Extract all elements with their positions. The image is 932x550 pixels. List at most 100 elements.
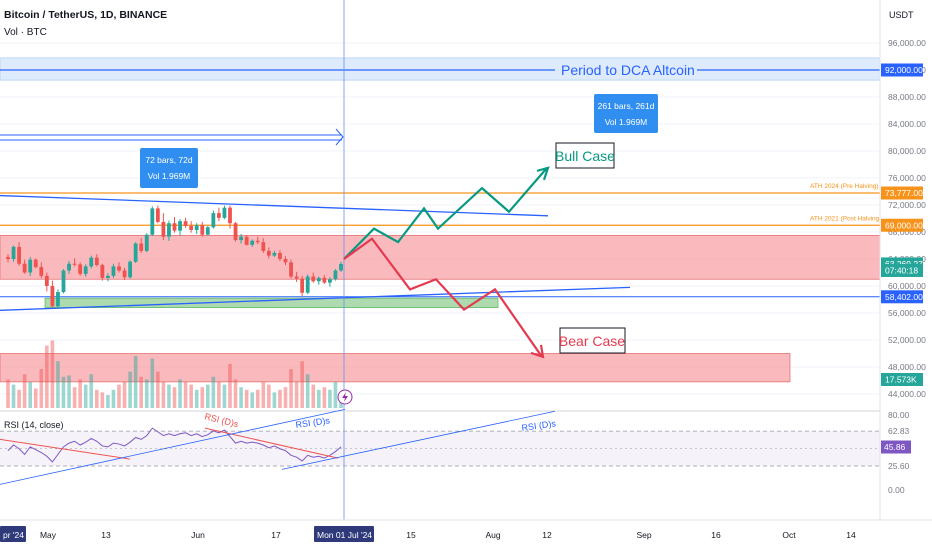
rsi-trend-label-2: RSI (D)s — [295, 415, 331, 430]
volume-bar — [139, 376, 143, 408]
price-tick: 56,000.00 — [888, 308, 926, 318]
price-label-bg — [881, 186, 923, 200]
volume-bar — [300, 361, 304, 408]
volume-layer — [6, 340, 343, 408]
volume-bar — [217, 382, 221, 408]
bear-arrow-head — [530, 344, 545, 359]
volume-bar — [233, 379, 238, 408]
rsi-line — [7, 427, 342, 463]
measure-vol-261: Vol 1.969M — [605, 117, 648, 127]
bull-case-path[interactable] — [343, 167, 548, 260]
time-tick: Mon 01 Jul '24 — [317, 530, 372, 540]
price-label-bg — [881, 218, 923, 232]
volume-bar — [111, 389, 116, 408]
candle-body — [194, 225, 199, 230]
zone-0[interactable] — [0, 57, 881, 81]
time-tick: 15 — [406, 530, 416, 540]
volume-bar — [56, 361, 60, 408]
volume-bar — [45, 345, 49, 408]
volume-bar — [28, 382, 32, 408]
time-tick: Jun — [191, 530, 205, 540]
candle-body — [239, 236, 243, 241]
bull-case-label: Bull Case — [555, 148, 615, 164]
volume-bar — [144, 379, 149, 408]
measure-box-261 — [594, 94, 658, 133]
volume-bar — [178, 379, 182, 408]
candle-body — [278, 252, 282, 259]
time-tick: 13 — [101, 530, 111, 540]
volume-bar — [78, 379, 82, 408]
candle-body — [100, 265, 105, 278]
volume-bar — [39, 369, 44, 408]
candle-body — [217, 213, 221, 218]
candle-body — [222, 207, 227, 218]
lightning-glyph — [342, 392, 348, 402]
bear-case-path[interactable] — [343, 237, 543, 358]
volume-bar — [317, 389, 321, 408]
candle-body — [22, 263, 27, 273]
rsi-up-trendline-2[interactable] — [281, 410, 556, 470]
rsi-down-trendline-1[interactable] — [0, 438, 131, 460]
price-label: 69,000.00 — [885, 220, 923, 230]
rsi-down-trendline-2[interactable] — [204, 427, 339, 459]
rsi-tick: 62.83 — [888, 426, 910, 436]
bear-case-box[interactable] — [559, 327, 626, 354]
volume-bar — [211, 376, 216, 408]
price-tick: 60,000.00 — [888, 281, 926, 291]
volume-bar — [222, 384, 227, 408]
volume-bar — [61, 376, 66, 408]
ascending-trendline[interactable] — [0, 286, 631, 311]
volume-bar — [328, 389, 332, 408]
candle-body — [33, 259, 38, 268]
candle-body — [155, 208, 160, 222]
volume-bar — [33, 388, 38, 408]
candle-body — [333, 270, 338, 280]
candle-body — [244, 236, 249, 245]
volume-bar — [83, 384, 88, 408]
zone-2[interactable] — [44, 297, 499, 308]
price-tick: 52,000.00 — [888, 335, 926, 345]
price-label-bg — [881, 263, 923, 277]
volume-bar — [244, 389, 249, 408]
price-tick: 72,000.00 — [888, 200, 926, 210]
candle-body — [228, 207, 232, 224]
volume-bar — [150, 358, 155, 408]
volume-bar — [133, 356, 138, 408]
measure-bars-72: 72 bars, 72d — [145, 155, 193, 165]
bull-case-box[interactable] — [555, 142, 615, 169]
candle-body — [39, 267, 44, 276]
zone-3[interactable] — [0, 353, 791, 383]
time-label-bg — [314, 526, 374, 542]
ath-2021-label: ATH 2021 (Post Halving — [810, 215, 880, 222]
measure-box-72 — [140, 148, 198, 188]
time-tick: Aug — [485, 530, 500, 540]
volume-bar — [100, 392, 105, 408]
volume-bar — [283, 387, 288, 408]
currency-label[interactable]: USDT — [889, 10, 914, 20]
candle-body — [266, 250, 271, 256]
price-tick: 80,000.00 — [888, 146, 926, 156]
volume-bar — [50, 340, 55, 408]
candle-body — [78, 264, 83, 274]
time-tick: pr '24 — [3, 530, 24, 540]
dca-zone-label: Period to DCA Altcoin — [561, 62, 695, 78]
candle-body — [122, 270, 127, 278]
volume-bar — [194, 389, 199, 408]
candle-body — [316, 277, 321, 282]
rsi-current-bg — [881, 440, 911, 454]
candle-body — [17, 246, 21, 264]
price-tick: 88,000.00 — [888, 92, 926, 102]
volume-bar — [278, 389, 282, 408]
rsi-up-trendline-1[interactable] — [0, 408, 346, 485]
price-label: 73,777.00 — [885, 188, 923, 198]
symbol-title: Bitcoin / TetherUS, 1D, BINANCE — [4, 9, 167, 21]
candle-body — [205, 227, 210, 235]
candle-body — [89, 257, 94, 267]
measure-vol-72: Vol 1.969M — [148, 171, 191, 181]
candle-body — [211, 213, 216, 228]
price-tick: 44,000.00 — [888, 389, 926, 399]
volume-bar — [189, 384, 193, 408]
candle-body — [300, 278, 305, 293]
drawings-layer[interactable]: 72 bars, 72d Vol 1.969M 261 bars, 261d Vol … — [0, 94, 658, 405]
